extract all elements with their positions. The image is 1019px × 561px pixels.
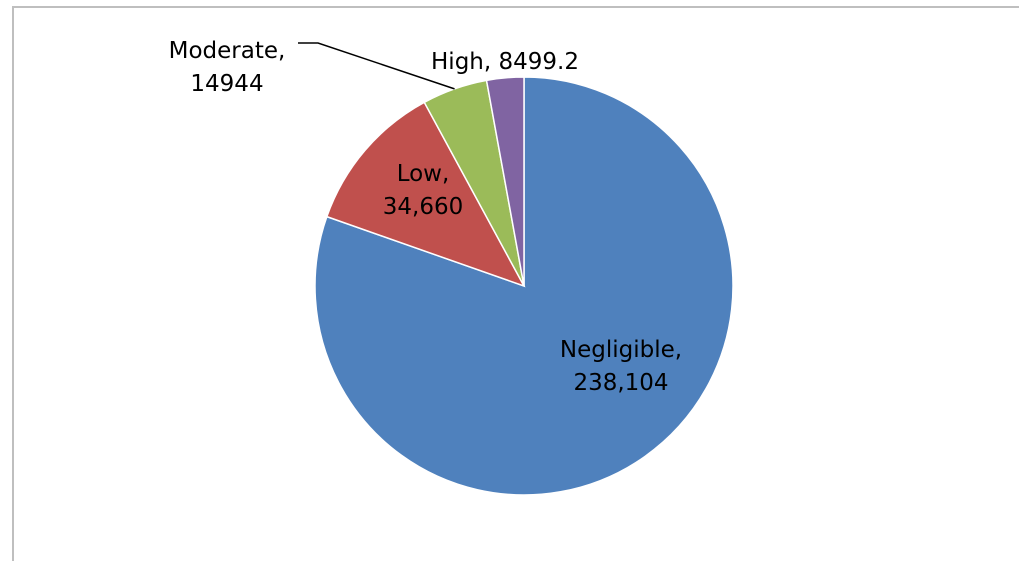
chart-area (12, 6, 1019, 561)
data-label-moderate: Moderate, 14944 (169, 38, 286, 97)
leader-lines (298, 42, 455, 90)
data-label-high: High, 8499.2 (431, 49, 579, 75)
data-label-negligible: Negligible, 238,104 (560, 337, 682, 396)
pie-slices (314, 76, 734, 496)
leader-line-moderate (298, 42, 455, 90)
pie-slice-low (325, 101, 526, 288)
data-labels: Negligible, 238,104 Low, 34,660 Moderate, 149… (169, 38, 682, 396)
pie-slice-high (485, 76, 525, 287)
pie-slice-negligible (314, 76, 734, 496)
data-label-low: Low, 34,660 (383, 161, 463, 220)
